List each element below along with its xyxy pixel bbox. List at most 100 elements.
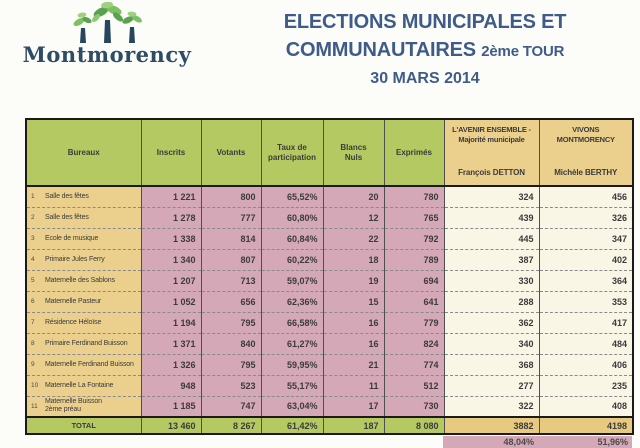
votants-cell: 747 bbox=[200, 395, 261, 417]
votants-cell: 840 bbox=[200, 332, 261, 354]
bureau-cell: 5 Maternelle des Sablons bbox=[25, 269, 141, 291]
row-number: 5 bbox=[31, 277, 35, 284]
bureau-cell: 7 Résidence Héloïse bbox=[25, 311, 141, 333]
berthy-cell: 417 bbox=[538, 311, 633, 333]
exprimes-cell: 824 bbox=[383, 332, 444, 354]
detton-percentage: 48,04% bbox=[503, 437, 534, 447]
berthy-cell: 406 bbox=[538, 353, 633, 375]
blancs-cell: 16 bbox=[322, 332, 384, 354]
bureau-name: Résidence Héloïse bbox=[45, 318, 102, 326]
total-blancs: 187 bbox=[322, 416, 384, 434]
taux-cell: 55,17% bbox=[260, 374, 323, 396]
exprimes-cell: 730 bbox=[383, 395, 444, 417]
detton-cell: 330 bbox=[443, 269, 539, 291]
berthy-percentage: 51,96% bbox=[597, 437, 628, 447]
votants-cell: 814 bbox=[200, 227, 261, 249]
taux-cell: 63,04% bbox=[260, 395, 323, 417]
inscrits-cell: 1 326 bbox=[140, 353, 201, 375]
bureau-name: Maternelle Ferdinand Buisson bbox=[45, 360, 134, 368]
row-number: 3 bbox=[31, 235, 35, 242]
header-row: Bureaux Inscrits Votants Taux de partici… bbox=[25, 119, 633, 187]
inscrits-cell: 1 371 bbox=[140, 332, 201, 354]
inscrits-cell: 948 bbox=[140, 374, 201, 396]
blancs-cell: 19 bbox=[322, 269, 384, 291]
blancs-cell: 17 bbox=[322, 395, 384, 417]
title-date: 30 MARS 2014 bbox=[370, 70, 480, 87]
berthy-cell: 402 bbox=[538, 248, 633, 270]
berthy-cell: 484 bbox=[538, 332, 633, 354]
row-number: 1 bbox=[31, 193, 35, 201]
total-exprimes: 8 080 bbox=[383, 416, 444, 434]
exprimes-cell: 789 bbox=[383, 248, 444, 270]
votants-cell: 713 bbox=[200, 269, 261, 291]
bureau-cell: 10 Maternelle La Fontaine bbox=[25, 374, 141, 396]
table-row: 1 Salle des fêtes 1 221 800 65,52% 20 78… bbox=[25, 186, 633, 207]
taux-cell: 60,22% bbox=[260, 248, 323, 270]
bureau-name: Maternelle Buisson 2ème préau bbox=[45, 398, 102, 414]
exprimes-cell: 792 bbox=[383, 227, 444, 249]
detton-cell: 340 bbox=[443, 332, 539, 354]
table-row: 3 Ecole de musique 1 338 814 60,84% 22 7… bbox=[25, 227, 633, 249]
page-title: ELECTIONS MUNICIPALES ET COMMUNAUTAIRES … bbox=[255, 9, 595, 92]
candidate-detton: François DETTON bbox=[458, 168, 525, 177]
blancs-cell: 12 bbox=[322, 206, 384, 228]
row-number: 6 bbox=[31, 298, 35, 305]
row-number: 7 bbox=[31, 319, 35, 326]
header-taux: Taux de participation bbox=[260, 119, 323, 187]
bureau-name: Primaire Jules Ferry bbox=[45, 255, 105, 263]
bureau-name: Salle des fêtes bbox=[45, 192, 89, 200]
exprimes-cell: 765 bbox=[383, 206, 444, 228]
detton-cell: 322 bbox=[443, 395, 539, 417]
exprimes-cell: 694 bbox=[383, 269, 444, 291]
title-line2-suffix: 2ème TOUR bbox=[481, 43, 565, 60]
votants-cell: 656 bbox=[200, 290, 261, 312]
party-name-avenir: L'AVENIR ENSEMBLE - Majorité municipale bbox=[452, 125, 531, 144]
taux-cell: 66,58% bbox=[260, 311, 323, 333]
blancs-cell: 11 bbox=[322, 374, 384, 396]
row-number: 2 bbox=[31, 214, 35, 221]
percentage-strip: 48,04% 51,96% bbox=[443, 436, 632, 448]
exprimes-cell: 780 bbox=[383, 186, 444, 207]
bureau-cell: 3 Ecole de musique bbox=[25, 227, 141, 249]
votants-cell: 777 bbox=[200, 206, 261, 228]
blancs-cell: 22 bbox=[322, 227, 384, 249]
bureau-cell: 11 Maternelle Buisson 2ème préau bbox=[25, 395, 141, 417]
total-berthy: 4198 bbox=[538, 416, 633, 434]
detton-cell: 445 bbox=[443, 227, 539, 249]
exprimes-cell: 512 bbox=[383, 374, 444, 396]
detton-cell: 387 bbox=[443, 248, 539, 270]
berthy-cell: 235 bbox=[538, 374, 633, 396]
table-row: 7 Résidence Héloïse 1 194 795 66,58% 16 … bbox=[25, 311, 633, 333]
votants-cell: 523 bbox=[200, 374, 261, 396]
inscrits-cell: 1 185 bbox=[140, 395, 201, 417]
bureau-cell: 6 Maternelle Pasteur bbox=[25, 290, 141, 312]
row-number: 8 bbox=[31, 340, 35, 347]
votants-cell: 800 bbox=[200, 186, 261, 207]
berthy-cell: 408 bbox=[538, 395, 633, 417]
header-list-berthy: VIVONS MONTMORENCY Michèle BERTHY bbox=[538, 119, 633, 187]
total-inscrits: 13 460 bbox=[140, 416, 201, 434]
table-row: 6 Maternelle Pasteur 1 052 656 62,36% 15… bbox=[25, 290, 633, 312]
table-row: 10 Maternelle La Fontaine 948 523 55,17%… bbox=[25, 374, 633, 396]
inscrits-cell: 1 194 bbox=[140, 311, 201, 333]
bureau-name: Ecole de musique bbox=[45, 234, 99, 242]
total-detton: 3882 bbox=[443, 416, 539, 434]
blancs-cell: 20 bbox=[322, 186, 384, 207]
taux-cell: 60,80% bbox=[260, 206, 323, 228]
header-list-detton: L'AVENIR ENSEMBLE - Majorité municipale … bbox=[443, 119, 539, 187]
bureau-cell: 8 Primaire Ferdinand Buisson bbox=[25, 332, 141, 354]
table-row: 2 Salle des fêtes 1 278 777 60,80% 12 76… bbox=[25, 206, 633, 228]
detton-cell: 368 bbox=[443, 353, 539, 375]
bureau-name: Maternelle Pasteur bbox=[45, 297, 102, 305]
title-line1: ELECTIONS MUNICIPALES ET bbox=[283, 11, 567, 33]
bureau-name: Maternelle des Sablons bbox=[45, 276, 115, 284]
taux-cell: 60,84% bbox=[260, 227, 323, 249]
votants-cell: 795 bbox=[200, 311, 261, 333]
detton-cell: 362 bbox=[443, 311, 539, 333]
row-number: 9 bbox=[31, 361, 35, 368]
berthy-cell: 347 bbox=[538, 227, 633, 249]
candidate-berthy: Michèle BERTHY bbox=[554, 168, 618, 177]
row-number: 4 bbox=[31, 256, 35, 263]
detton-cell: 277 bbox=[443, 374, 539, 396]
votants-cell: 795 bbox=[200, 353, 261, 375]
